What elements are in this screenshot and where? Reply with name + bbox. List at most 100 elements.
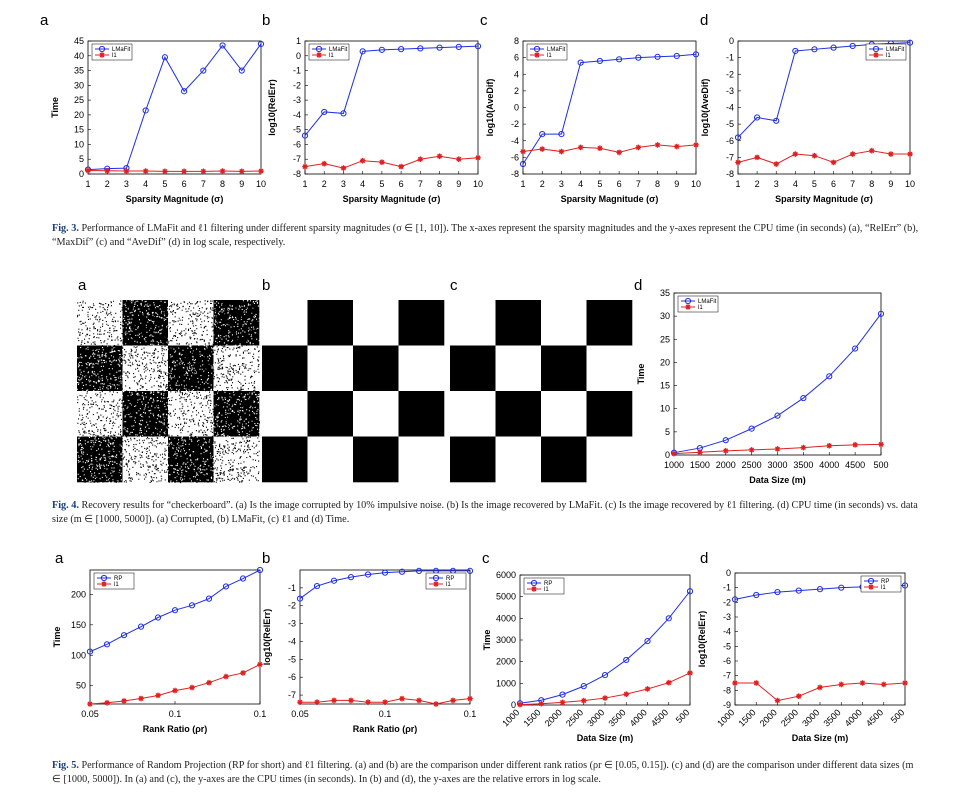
y-tick-label: 25 bbox=[660, 334, 670, 344]
series-line-l1 bbox=[304, 155, 479, 169]
y-tick-label: -2 bbox=[726, 69, 734, 79]
data-point bbox=[748, 447, 755, 453]
data-point bbox=[181, 168, 187, 175]
data-point bbox=[792, 47, 799, 55]
y-tick-label: 150 bbox=[71, 620, 86, 630]
checker-cell bbox=[398, 391, 445, 437]
data-point bbox=[302, 163, 308, 170]
y-tick-label: -5 bbox=[723, 641, 731, 651]
data-point bbox=[852, 345, 859, 352]
panel-label: c bbox=[480, 12, 488, 29]
chart-f3d: d -8 -7 -6 -5 -4 -3 -2 -1 0 1 2 3 4 5 6 7 8 9 10 Sparsity Ma… bbox=[700, 12, 915, 204]
y-tick-label: -5 bbox=[726, 119, 734, 129]
y-tick-label: -3 bbox=[723, 612, 731, 622]
data-point bbox=[138, 695, 144, 702]
x-tick-label: 4500 bbox=[845, 460, 865, 470]
legend-label: LMaFit bbox=[112, 47, 131, 53]
data-point bbox=[654, 53, 661, 60]
y-tick-label: -7 bbox=[293, 154, 301, 164]
x-tick-label: 3500 bbox=[606, 707, 627, 728]
x-tick-label: 3000 bbox=[767, 460, 787, 470]
panel-label: c bbox=[450, 277, 458, 294]
data-point bbox=[800, 444, 807, 451]
y-tick-label: -1 bbox=[723, 583, 731, 593]
legend-marker bbox=[873, 52, 879, 58]
data-point bbox=[219, 168, 226, 174]
checker-cell bbox=[353, 300, 399, 346]
panel-label: d bbox=[700, 12, 708, 29]
data-point bbox=[558, 148, 565, 155]
checker-cell bbox=[495, 436, 542, 483]
y-axis-label: log10(RelErr) bbox=[262, 609, 272, 666]
data-point bbox=[795, 587, 802, 594]
legend-label: l1 bbox=[698, 305, 703, 311]
x-tick-label: 7 bbox=[418, 179, 423, 189]
data-point bbox=[297, 699, 303, 706]
y-tick-label: 40 bbox=[74, 51, 84, 61]
checker-cell bbox=[541, 300, 587, 346]
data-point bbox=[121, 698, 127, 704]
y-tick-label: 0 bbox=[511, 700, 516, 710]
data-point bbox=[162, 168, 168, 175]
x-tick-label: 4 bbox=[793, 179, 798, 189]
checker-cell bbox=[495, 345, 542, 392]
data-point bbox=[601, 672, 609, 679]
panel-label: c bbox=[482, 550, 490, 567]
x-tick-label: 10 bbox=[473, 179, 483, 189]
data-point bbox=[365, 699, 371, 706]
y-tick-label: 30 bbox=[660, 311, 670, 321]
data-point bbox=[155, 692, 161, 699]
data-point bbox=[859, 680, 866, 686]
checker-cell bbox=[262, 300, 308, 346]
x-tick-label: 10 bbox=[905, 179, 915, 189]
chart-f5a: a 50 100 150 200 0.05 0.1 0.1 Rank Ratio (ρr) Tim… bbox=[52, 550, 266, 734]
panel-label: d bbox=[634, 277, 642, 294]
x-tick-label: 8 bbox=[869, 179, 874, 189]
data-point bbox=[321, 108, 328, 116]
legend-marker bbox=[101, 581, 107, 587]
data-point bbox=[539, 131, 546, 138]
x-tick-label: 500 bbox=[889, 707, 907, 725]
y-tick-label: -4 bbox=[726, 103, 734, 113]
data-point bbox=[331, 697, 337, 704]
fig3-caption: Fig. 3. Performance of LMaFit and ℓ1 fil… bbox=[52, 222, 920, 249]
data-point bbox=[154, 614, 162, 621]
plot-frame bbox=[299, 569, 471, 705]
x-tick-label: 7 bbox=[201, 179, 206, 189]
x-tick-label: 5 bbox=[597, 179, 602, 189]
x-tick-label: 2500 bbox=[742, 460, 762, 470]
series-line-l1 bbox=[87, 169, 262, 172]
legend-label: LMaFit bbox=[329, 47, 348, 53]
data-point bbox=[735, 159, 741, 166]
y-tick-label: 4 bbox=[514, 69, 519, 79]
data-point bbox=[475, 154, 481, 161]
legend-marker bbox=[316, 52, 322, 58]
legend-marker bbox=[872, 45, 880, 53]
data-point bbox=[436, 153, 443, 160]
checkerboard-image-lmafit: b bbox=[262, 277, 445, 483]
y-tick-label: 0 bbox=[514, 103, 519, 113]
x-tick-label: 2 bbox=[755, 179, 760, 189]
data-point bbox=[378, 46, 385, 53]
legend-label: l1 bbox=[547, 53, 552, 59]
y-tick-label: 35 bbox=[660, 288, 670, 298]
x-tick-label: 8 bbox=[220, 179, 225, 189]
checker-cell bbox=[495, 300, 542, 346]
legend-label: l1 bbox=[544, 587, 549, 593]
y-tick-label: -6 bbox=[288, 672, 296, 682]
x-tick-label: 2 bbox=[105, 179, 110, 189]
data-point bbox=[665, 679, 672, 686]
x-tick-label: 4000 bbox=[819, 460, 839, 470]
checker-cell bbox=[586, 345, 633, 392]
data-point bbox=[399, 695, 405, 702]
x-tick-label: 5 bbox=[812, 179, 817, 189]
y-tick-label: -6 bbox=[726, 136, 734, 146]
data-point bbox=[359, 157, 366, 164]
x-tick-label: 1000 bbox=[715, 707, 736, 728]
y-tick-label: -6 bbox=[293, 139, 301, 149]
x-tick-label: 2500 bbox=[779, 707, 800, 728]
checker-cell bbox=[586, 436, 633, 483]
data-point bbox=[519, 160, 527, 168]
legend-marker bbox=[684, 297, 692, 305]
